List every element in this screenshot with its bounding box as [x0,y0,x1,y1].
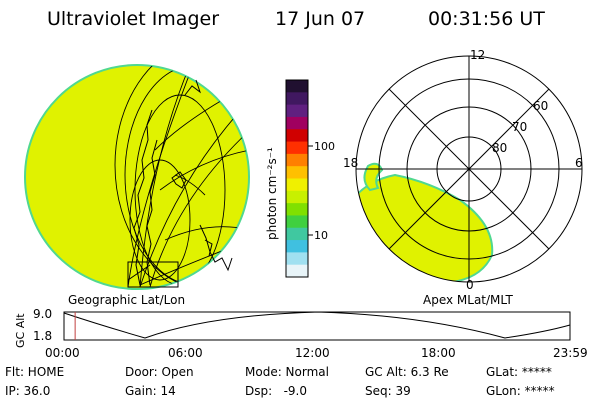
status-dsp: Dsp: -9.0 [245,384,307,398]
colorbar-cell [286,141,308,155]
colorbar-cell [286,215,308,229]
status-gain: Gain: 14 [125,384,176,398]
status-glon: GLon: ***** [486,384,555,398]
alt-ylabel: GC Alt [14,313,27,348]
alt-xtick-4: 23:59 [553,346,588,360]
alt-xtick-1: 06:00 [168,346,203,360]
status-block: Flt: HOME Door: Open Mode: Normal GC Alt… [5,365,555,398]
mlt-label-0: 0 [466,278,474,292]
colorbar-cell [286,92,308,106]
altitude-plot: GC Alt 9.0 1.8 00:00 06:00 12:00 18:00 2… [14,307,588,360]
colorbar-cell [286,190,308,204]
mlt-label-18: 18 [343,156,358,170]
status-gc-alt: GC Alt: 6.3 Re [365,365,449,379]
colorbar-tick-100: 100 [314,140,335,153]
colorbar-tick-10: 10 [314,229,328,242]
polar-label: Apex MLat/MLT [423,293,513,307]
mlt-label-12: 12 [470,48,485,62]
polar-grid [355,55,583,283]
colorbar-cell [286,252,308,266]
colorbar-cell [286,240,308,253]
colorbar-cell [286,178,308,192]
status-ip: IP: 36.0 [5,384,50,398]
status-door: Door: Open [125,365,194,379]
colorbar: 100 10 photon cm⁻²s⁻¹ [265,79,335,278]
lat-label-60: 60 [533,99,548,113]
alt-ytick-9: 9.0 [33,307,52,321]
geographic-image [24,64,250,290]
polar-image: 12 18 6 0 60 70 80 [343,48,583,292]
colorbar-cell [286,129,308,143]
instrument-title: Ultraviolet Imager [47,8,220,30]
mlt-label-6: 6 [575,156,583,170]
colorbar-cell [286,264,308,278]
colorbar-cell [286,80,308,93]
colorbar-cell [286,227,308,241]
status-mode: Mode: Normal [245,365,329,379]
colorbar-cell [286,116,308,130]
colorbar-cell [286,166,308,179]
time-label: 00:31:56 UT [428,8,545,30]
geo-disk [24,64,250,290]
lat-label-70: 70 [512,120,527,134]
geographic-label: Geographic Lat/Lon [68,293,185,307]
lat-label-80: 80 [492,141,507,155]
alt-ytick-1-8: 1.8 [33,329,52,343]
status-seq: Seq: 39 [365,384,411,398]
status-flt: Flt: HOME [5,365,64,379]
geo-inset-box [127,261,179,288]
date-label: 17 Jun 07 [275,8,366,30]
coastlines [133,79,233,286]
altitude-curve [63,311,571,339]
colorbar-cell [286,104,308,118]
alt-xtick-0: 00:00 [45,346,80,360]
colorbar-unit-label: photon cm⁻²s⁻¹ [265,147,279,240]
colorbar-cell [286,153,308,167]
alt-xtick-2: 12:00 [295,346,330,360]
colorbar-cell [286,203,308,216]
status-glat: GLat: ***** [486,365,552,379]
alt-xtick-3: 18:00 [421,346,456,360]
